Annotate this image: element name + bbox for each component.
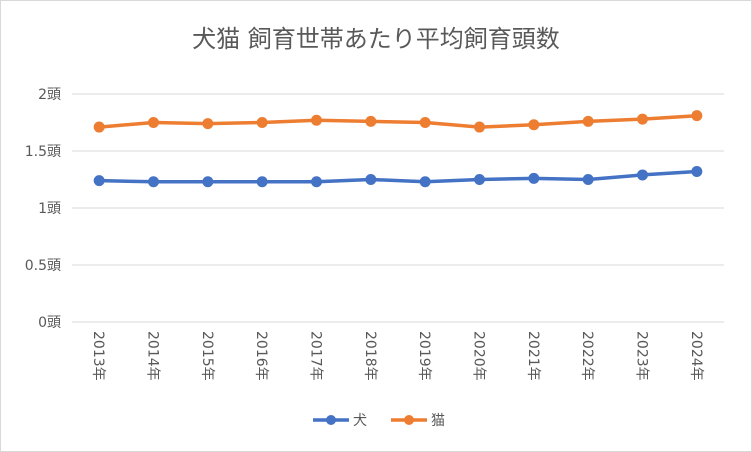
data-point (93, 175, 105, 187)
data-point (202, 118, 214, 130)
y-tick-label: 1.5頭 (25, 144, 61, 160)
y-tick-label: 2頭 (38, 87, 61, 103)
data-point (365, 115, 377, 127)
data-point (148, 117, 159, 128)
data-point (419, 117, 431, 128)
data-point (311, 114, 322, 126)
data-point (365, 174, 377, 185)
y-tick-label: 0.5頭 (25, 258, 61, 274)
data-point (528, 172, 540, 184)
x-tick-label: 2016年 (253, 331, 269, 381)
x-tick-label: 2015年 (199, 331, 215, 381)
data-point (691, 110, 703, 122)
data-point (256, 176, 268, 188)
x-tick-label: 2019年 (416, 331, 432, 381)
legend-marker (326, 415, 336, 425)
data-point (256, 117, 268, 128)
data-point (582, 115, 594, 127)
data-point (419, 176, 431, 188)
x-tick-label: 2021年 (525, 331, 541, 381)
x-tick-label: 2014年 (145, 331, 161, 381)
x-tick-label: 2018年 (362, 331, 378, 381)
data-point (637, 113, 648, 125)
data-point (311, 176, 322, 188)
x-tick-label: 2013年 (90, 331, 106, 381)
x-tick-label: 2020年 (471, 331, 487, 381)
data-point (691, 166, 703, 178)
legend-marker (404, 415, 414, 425)
data-point (528, 119, 540, 131)
x-tick-label: 2022年 (579, 331, 595, 381)
data-point (93, 121, 105, 133)
data-point (582, 174, 594, 185)
chart-title: 犬猫 飼育世帯あたり平均飼育頭数 (192, 25, 560, 53)
legend-label: 犬 (353, 413, 367, 429)
data-point (202, 176, 214, 188)
x-tick-label: 2023年 (634, 331, 650, 381)
series-line-犬 (97, 169, 699, 184)
series-line-猫 (97, 113, 699, 129)
y-tick-label: 0頭 (38, 315, 61, 331)
x-tick-label: 2024年 (688, 331, 704, 381)
data-point (148, 176, 159, 188)
x-tick-label: 2017年 (308, 331, 324, 381)
legend-label: 猫 (431, 413, 445, 429)
y-tick-label: 1頭 (38, 201, 61, 217)
data-point (474, 174, 485, 185)
data-point (474, 121, 485, 133)
data-point (637, 169, 648, 181)
